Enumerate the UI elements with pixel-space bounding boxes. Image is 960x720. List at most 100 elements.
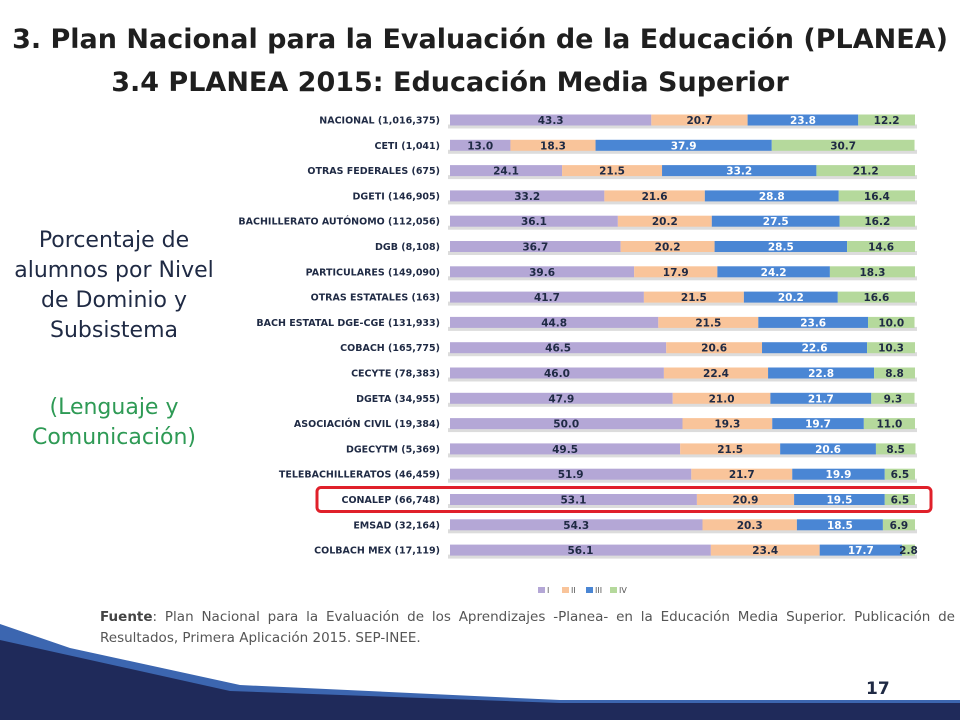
bar-shadow <box>448 352 917 357</box>
data-label: 27.5 <box>763 216 789 228</box>
bar-segment-II <box>696 494 795 505</box>
bar-segment-IV <box>884 494 915 505</box>
bar-segment-I <box>450 190 605 202</box>
legend-label: III <box>595 586 602 595</box>
bar-segment-I <box>450 316 659 328</box>
bar-shadow <box>448 124 917 129</box>
bar-segment-IV <box>874 367 915 379</box>
legend-swatch-II <box>562 587 569 593</box>
data-label: 43.3 <box>538 115 564 127</box>
bar-shadow <box>448 326 917 331</box>
bar-shadow <box>448 554 917 559</box>
data-label: 16.6 <box>863 292 889 304</box>
bar-segment-IV <box>837 291 915 303</box>
data-label: 36.7 <box>522 242 548 254</box>
category-label: OTRAS ESTATALES (163) <box>311 293 440 304</box>
data-label: 6.9 <box>890 520 909 532</box>
data-label: 20.3 <box>737 520 763 532</box>
data-label: 21.5 <box>695 317 721 329</box>
bar-shadow <box>448 402 917 407</box>
category-label: DGB (8,108) <box>375 242 440 253</box>
category-label: NACIONAL (1,016,375) <box>319 116 440 127</box>
data-label: 56.1 <box>567 545 593 557</box>
bar-segment-III <box>794 494 885 505</box>
bar-segment-IV <box>839 215 915 227</box>
highlight-box <box>315 486 933 513</box>
data-label: 11.0 <box>876 419 902 431</box>
data-label: 19.7 <box>805 419 831 431</box>
bar-segment-I <box>450 418 683 430</box>
bar-segment-III <box>792 468 885 480</box>
category-label: DGECYTM (5,369) <box>346 444 440 455</box>
bar-shadow <box>448 175 917 180</box>
bar-segment-I <box>450 544 711 556</box>
data-label: 8.8 <box>885 368 904 380</box>
bar-segment-III <box>743 291 838 303</box>
bar-segment-II <box>702 519 797 531</box>
bar-segment-IV <box>875 443 916 455</box>
data-label: 21.7 <box>808 393 834 405</box>
data-label: 21.0 <box>709 393 735 405</box>
data-label: 44.8 <box>541 317 567 329</box>
data-label: 23.4 <box>752 545 778 557</box>
bar-segment-II <box>651 114 748 126</box>
data-label: 17.9 <box>663 267 689 279</box>
bar-segment-II <box>617 215 712 227</box>
bar-segment-IV <box>901 544 915 556</box>
data-label: 33.2 <box>726 166 752 178</box>
bar-segment-II <box>710 544 820 556</box>
category-label: BACHILLERATO AUTÓNOMO (112,056) <box>238 216 440 228</box>
bar-segment-I <box>450 165 563 177</box>
source-note: Fuente: Plan Nacional para la Evaluación… <box>100 607 955 649</box>
data-label: 23.8 <box>790 115 816 127</box>
bar-segment-II <box>682 418 773 430</box>
stacked-bar-chart: NACIONAL (1,016,375) 43.3 20.7 23.8 12.2 CETI… <box>215 104 940 599</box>
bar-segment-II <box>680 443 781 455</box>
bar-segment-II <box>658 316 759 328</box>
bar-segment-I <box>450 241 621 252</box>
data-label: 41.7 <box>534 292 560 304</box>
bar-segment-III <box>662 165 817 177</box>
data-label: 46.0 <box>544 368 570 380</box>
bar-segment-IV <box>816 165 915 177</box>
data-label: 39.6 <box>529 267 555 279</box>
data-label: 20.6 <box>701 343 727 355</box>
data-label: 6.5 <box>891 495 910 507</box>
legend-swatch-I <box>538 587 545 593</box>
data-label: 22.6 <box>802 343 828 355</box>
bar-segment-I <box>450 266 635 278</box>
bar-segment-III <box>711 215 840 227</box>
bar-segment-II <box>666 342 763 354</box>
bar-segment-IV <box>882 519 915 531</box>
category-label: COBACH (165,775) <box>340 343 440 354</box>
bar-segment-IV <box>863 418 915 430</box>
bar-segment-I <box>450 215 618 227</box>
data-label: 21.5 <box>681 292 707 304</box>
data-label: 23.6 <box>800 317 826 329</box>
category-label: BACH ESTATAL DGE-CGE (131,933) <box>256 318 440 329</box>
data-label: 13.0 <box>467 140 493 152</box>
data-label: 20.9 <box>733 495 759 507</box>
data-label: 47.9 <box>548 393 574 405</box>
bar-segment-III <box>758 316 869 328</box>
bar-shadow <box>448 377 917 382</box>
bar-segment-IV <box>838 190 915 202</box>
bar-segment-III <box>796 519 883 531</box>
data-label: 20.6 <box>815 444 841 456</box>
bar-shadow <box>448 301 917 306</box>
data-label: 28.8 <box>759 191 785 203</box>
category-label: ASOCIACIÓN CIVIL (19,384) <box>294 418 440 430</box>
data-label: 51.9 <box>558 469 584 481</box>
bar-shadow <box>448 225 917 230</box>
data-label: 21.5 <box>717 444 743 456</box>
data-label: 24.1 <box>493 166 519 178</box>
bar-segment-I <box>450 342 667 354</box>
category-label: CETI (1,041) <box>374 141 440 152</box>
data-label: 49.5 <box>552 444 578 456</box>
data-label: 21.7 <box>729 469 755 481</box>
bar-segment-IV <box>847 241 915 252</box>
data-label: 33.2 <box>514 191 540 203</box>
data-label: 20.2 <box>652 216 678 228</box>
data-label: 30.7 <box>830 140 856 152</box>
data-label: 22.8 <box>808 368 834 380</box>
